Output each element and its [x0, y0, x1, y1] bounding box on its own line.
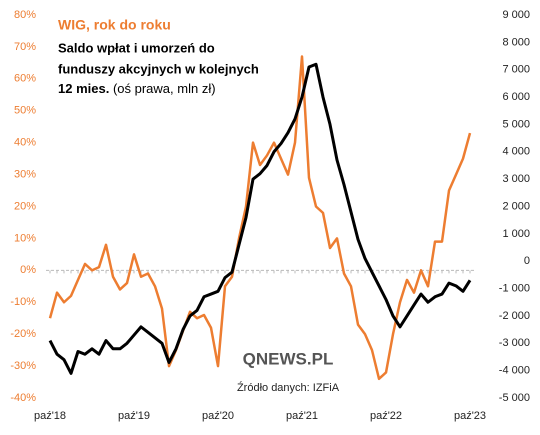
y-tick-label: 80%	[14, 9, 36, 21]
subtitle: funduszy akcyjnych w kolejnych	[58, 61, 259, 76]
y2-tick-label: 2 000	[502, 200, 530, 212]
y2-tick-label: 1 000	[502, 228, 530, 240]
x-tick-label: paź'18	[34, 410, 66, 422]
y2-tick-label: -1 000	[499, 282, 530, 294]
subtitle-part: (oś prawa, mln zł)	[113, 81, 216, 96]
subtitle: Saldo wpłat i umorzeń do	[58, 40, 215, 55]
y2-tick-label: -3 000	[499, 337, 530, 349]
y2-tick-label: 7 000	[502, 64, 530, 76]
y2-tick-label: 5 000	[502, 118, 530, 130]
source: Źródło danych: IZFiA	[237, 381, 340, 394]
x-tick-label: paź'22	[370, 410, 402, 422]
chart-title: WIG, rok do roku	[58, 17, 171, 33]
x-tick-label: paź'23	[454, 410, 486, 422]
y2-tick-label: 4 000	[502, 146, 530, 158]
y-tick-label: 0%	[20, 264, 36, 276]
y-tick-label: 10%	[14, 232, 36, 244]
y-tick-label: 70%	[14, 41, 36, 53]
y-tick-label: 50%	[14, 105, 36, 117]
y-tick-label: 30%	[14, 168, 36, 180]
series-line	[48, 62, 472, 375]
y2-tick-label: 3 000	[502, 173, 530, 185]
subtitle: 12 mies. (oś prawa, mln zł)	[58, 81, 216, 96]
y-tick-label: 20%	[14, 200, 36, 212]
y-tick-label: 60%	[14, 73, 36, 85]
x-tick-label: paź'20	[202, 410, 234, 422]
y2-tick-label: 8 000	[502, 36, 530, 48]
y-tick-label: -10%	[10, 296, 36, 308]
y2-tick-label: 0	[524, 255, 530, 267]
y2-tick-label: 9 000	[502, 9, 530, 21]
y-tick-label: 40%	[14, 137, 36, 149]
y2-tick-label: -2 000	[499, 310, 530, 322]
y-tick-label: -20%	[10, 328, 36, 340]
logo: QNEWS.PL	[243, 349, 334, 368]
y-tick-label: -30%	[10, 360, 36, 372]
y-tick-label: -40%	[10, 392, 36, 404]
x-tick-label: paź'21	[286, 410, 318, 422]
subtitle-part: 12 mies.	[58, 81, 109, 96]
y2-tick-label: -4 000	[499, 365, 530, 377]
x-tick-label: paź'19	[118, 410, 150, 422]
y2-tick-label: -5 000	[499, 392, 530, 404]
y2-tick-label: 6 000	[502, 91, 530, 103]
series-line	[48, 55, 472, 381]
